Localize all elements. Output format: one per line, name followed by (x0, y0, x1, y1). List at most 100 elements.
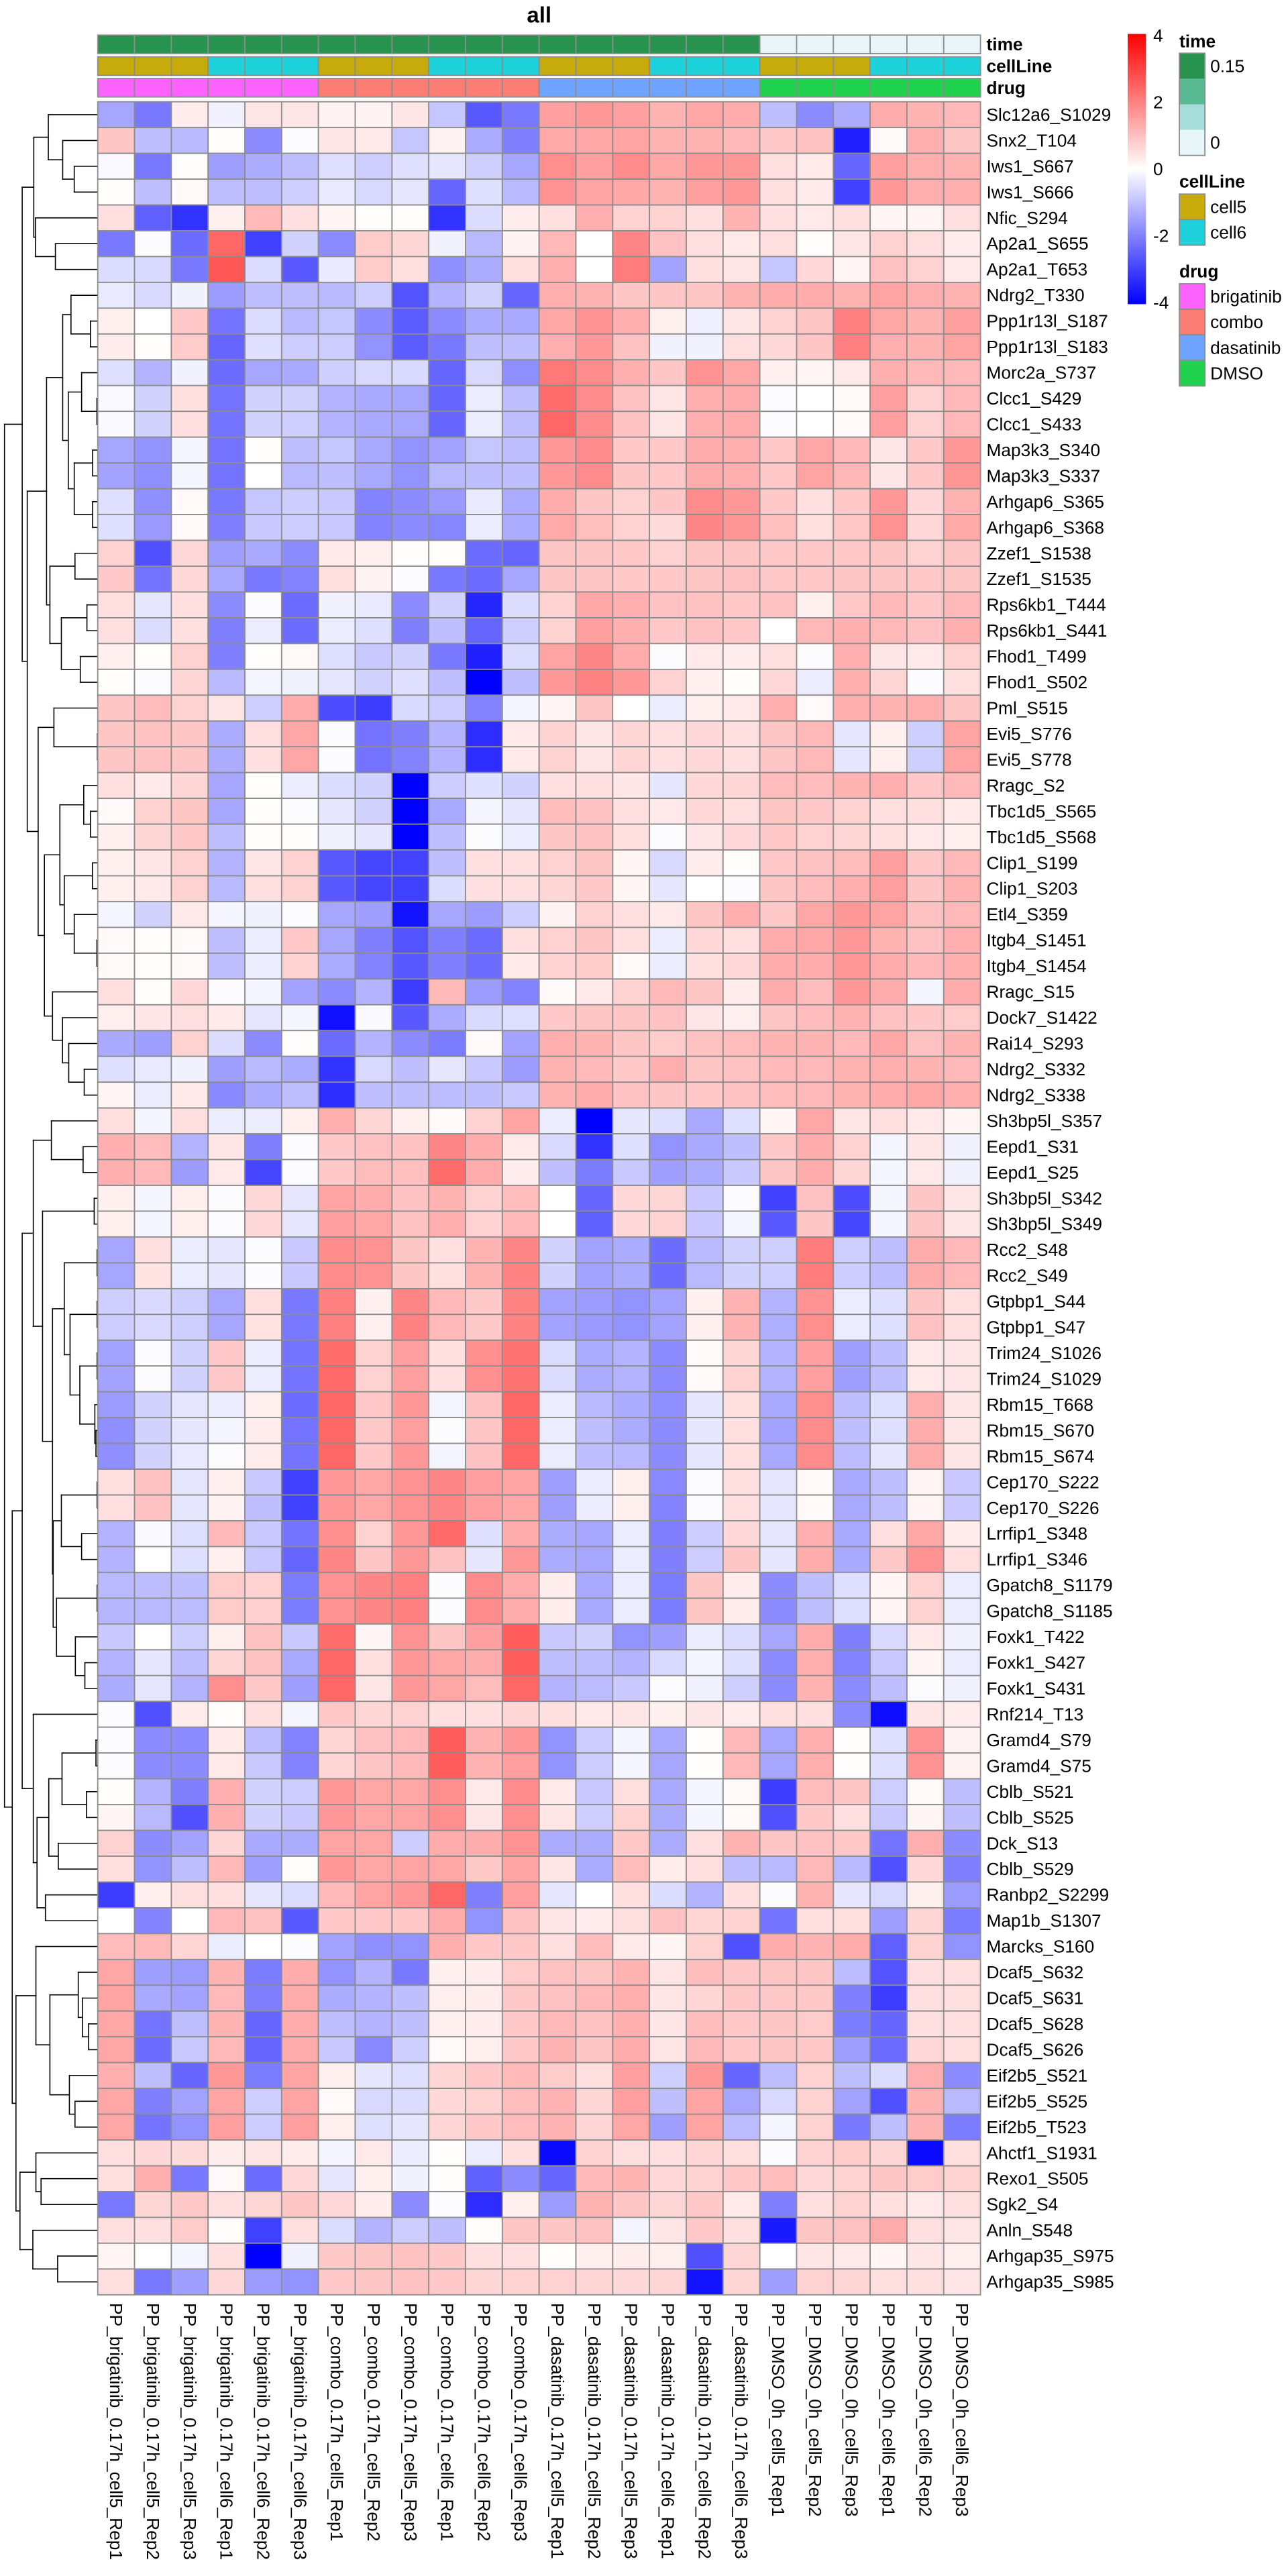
heatmap-cell (833, 643, 871, 670)
heatmap-cell (575, 1572, 614, 1599)
heatmap-cell (391, 823, 430, 851)
heatmap-cell (97, 204, 136, 231)
heatmap-cell (612, 1726, 651, 1754)
heatmap-cell (759, 488, 798, 515)
heatmap-cell (869, 823, 908, 851)
heatmap-cell (612, 178, 651, 206)
heatmap-cell (649, 591, 687, 619)
heatmap-cell (317, 514, 356, 541)
heatmap-cell (170, 462, 209, 490)
heatmap-cell (133, 849, 172, 877)
heatmap-cell (280, 1494, 319, 1521)
heatmap-cell (943, 1236, 981, 1264)
column-label: PP_brigatinib_0.17h_cell6_Rep3 (290, 2303, 310, 2560)
heatmap-cell (354, 643, 393, 670)
heatmap-cell (869, 1520, 908, 1548)
heatmap-cell (317, 1958, 356, 1986)
heatmap-cell (943, 1804, 981, 1831)
annotation-legend: time0.150cellLinecell5cell6drugbrigatini… (1179, 32, 1282, 387)
heatmap-cell (833, 746, 871, 773)
heatmap-cell (796, 720, 835, 748)
heatmap-cell (207, 798, 246, 825)
heatmap-cell (686, 1236, 724, 1264)
heatmap-cell (686, 307, 724, 335)
heatmap-cell (575, 1159, 614, 1186)
heatmap-cell (244, 514, 282, 541)
heatmap-cell (280, 1752, 319, 1780)
heatmap-cell (649, 1597, 687, 1625)
heatmap-cell (501, 1752, 540, 1780)
heatmap-cell (686, 1597, 724, 1625)
column-label: PP_combo_0.17h_cell6_Rep2 (474, 2303, 494, 2541)
heatmap-cell (722, 1030, 761, 1057)
heatmap-cell (97, 1958, 136, 1986)
heatmap-cell (575, 1674, 614, 1703)
heatmap-cell (465, 1442, 503, 1470)
heatmap-cell (649, 720, 687, 748)
heatmap-cell (759, 1572, 798, 1599)
heatmap-cell (501, 1365, 540, 1393)
heatmap-cell (649, 152, 687, 180)
heatmap-cell (686, 1339, 724, 1367)
heatmap-cell (869, 1674, 908, 1703)
heatmap-cell (244, 2191, 282, 2218)
heatmap-cell (538, 668, 577, 696)
heatmap-cell (722, 1236, 761, 1264)
heatmap-cell (943, 566, 981, 593)
heatmap-cell (538, 1881, 577, 1909)
heatmap-cell (354, 384, 393, 413)
heatmap-cell (244, 2139, 282, 2167)
heatmap-cell (833, 1133, 871, 1161)
heatmap-cell (833, 1210, 871, 1238)
heatmap-cell (833, 1778, 871, 1805)
heatmap-cell (869, 1726, 908, 1754)
heatmap-cell (759, 1287, 798, 1316)
heatmap-cell (244, 1107, 282, 1135)
heatmap-cell (686, 566, 724, 593)
heatmap-cell (612, 1004, 651, 1032)
heatmap-cell (280, 1287, 319, 1316)
heatmap-cell (759, 2191, 798, 2218)
heatmap-cell (317, 1262, 356, 1289)
heatmap-cell (133, 436, 172, 464)
heatmap-cell (796, 539, 835, 567)
heatmap-cell (133, 1958, 172, 1986)
heatmap-cell (649, 617, 687, 645)
heatmap-cell (869, 1107, 908, 1135)
heatmap-cell (280, 1081, 319, 1109)
column-label: PP_DMSO_0h_cell5_Rep2 (805, 2303, 825, 2517)
heatmap-cell (943, 720, 981, 748)
heatmap-cell (722, 1442, 761, 1470)
heatmap-cell (796, 1468, 835, 1496)
heatmap-cell (97, 2242, 136, 2270)
heatmap-cell (612, 1856, 651, 1883)
heatmap-cell (428, 1159, 466, 1186)
heatmap-cell (317, 1494, 356, 1521)
heatmap-cell (612, 566, 651, 593)
heatmap-cell (943, 333, 981, 361)
heatmap-cell (354, 1391, 393, 1419)
heatmap-cell (244, 333, 282, 361)
heatmap-cell (833, 1417, 871, 1444)
heatmap-cell (97, 256, 136, 283)
heatmap-cell (391, 230, 430, 258)
heatmap-cell (575, 798, 614, 825)
heatmap-cell (796, 1391, 835, 1419)
heatmap-cell (906, 1546, 945, 1573)
heatmap-cell (722, 1159, 761, 1186)
heatmap-cell (428, 2061, 466, 2090)
heatmap-cell (869, 668, 908, 696)
heatmap-cell (501, 539, 540, 567)
heatmap-cell (649, 1417, 687, 1444)
heatmap-cell (391, 359, 430, 386)
heatmap-cell (501, 2165, 540, 2192)
heatmap-cell (391, 978, 430, 1006)
heatmap-cell (612, 1623, 651, 1651)
heatmap-cell (391, 1572, 430, 1599)
heatmap-cell (649, 1984, 687, 2012)
heatmap-cell (906, 901, 945, 928)
heatmap-cell (465, 230, 503, 258)
heatmap-cell (170, 771, 209, 800)
heatmap-cell (317, 1546, 356, 1573)
